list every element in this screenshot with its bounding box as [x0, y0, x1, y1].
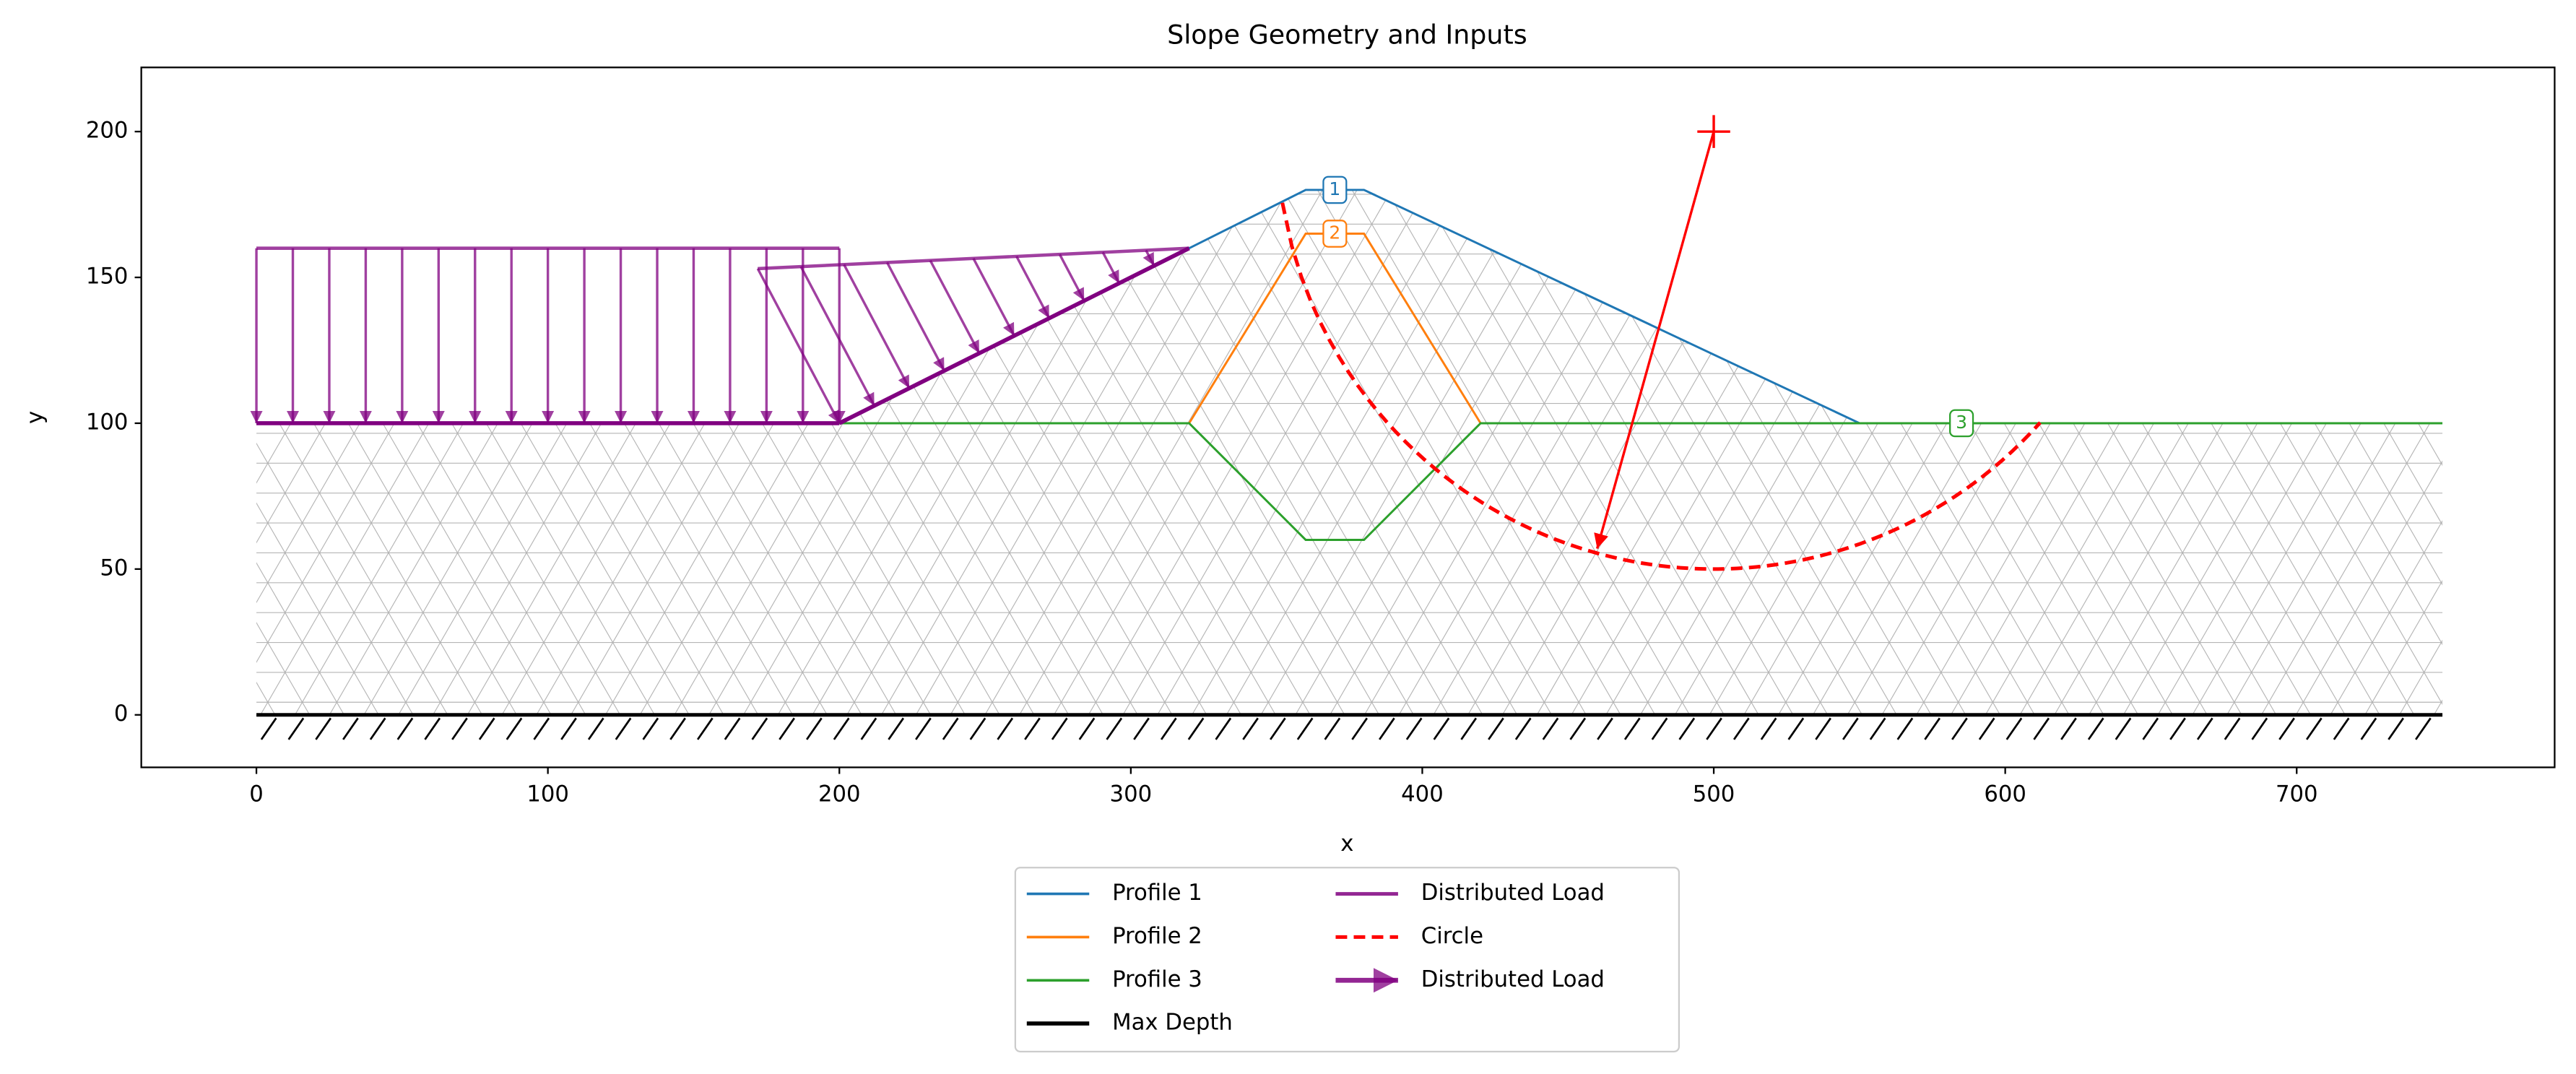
mesh-lines: [256, 189, 2443, 715]
y-tick-label: 50: [100, 555, 128, 581]
axes-frame: [140, 66, 2556, 768]
depth-hatch: [260, 717, 2432, 740]
series-layer: 1 2 3: [250, 115, 2443, 740]
load-arrow: [885, 261, 946, 372]
profile-label: 3: [1956, 412, 1967, 433]
y-axis-label: y: [22, 411, 48, 424]
plot-area: 0 100 200 300 400 500 600 700 0 50 100 150 200 1 2 3: [86, 115, 2443, 807]
x-tick-label: 500: [1693, 781, 1735, 807]
load-arrow: [799, 266, 876, 407]
mesh: [256, 189, 2443, 715]
y-tick-label: 0: [114, 701, 129, 727]
y-tick-label: 100: [86, 409, 129, 435]
x-tick-label: 700: [2276, 781, 2318, 807]
load-arrow: [972, 258, 1015, 337]
load-arrow: [1015, 256, 1051, 319]
load-arrow: [1142, 249, 1155, 267]
profile-label: 2: [1329, 222, 1340, 243]
slip-circle: [1280, 202, 2042, 571]
profile-label: 1: [1329, 178, 1340, 199]
x-tick-label: 0: [249, 781, 264, 807]
chart-title: Slope Geometry and Inputs: [1167, 20, 1527, 51]
legend-label: Profile 1: [1112, 880, 1202, 906]
x-tick-label: 400: [1401, 781, 1444, 807]
x-tick-label: 300: [1110, 781, 1153, 807]
profile-label-box: [1322, 220, 1348, 248]
legend-label: Max Depth: [1112, 1010, 1233, 1036]
y-tick-label: 150: [86, 264, 129, 290]
x-tick-label: 100: [526, 781, 569, 807]
load-arrow: [929, 259, 981, 354]
legend-label: Distributed Load: [1421, 966, 1605, 992]
y-tick-label: 200: [86, 118, 129, 144]
profile-line: [256, 422, 2443, 541]
legend-label: Circle: [1421, 923, 1483, 949]
circle-center: [1697, 115, 1730, 148]
legend-label: Profile 3: [1112, 966, 1202, 992]
profile-label-box: [1949, 409, 1974, 438]
x-axis-label: x: [1340, 831, 1353, 857]
legend: [1014, 867, 1681, 1053]
x-tick-label: 200: [818, 781, 861, 807]
profile-label-box: [1322, 176, 1348, 204]
load-arrow: [843, 264, 911, 389]
load-arrow: [1101, 251, 1121, 284]
load-arrow: [1058, 254, 1085, 302]
force-arrow: [1594, 131, 1715, 550]
legend-entries: Profile 1 Profile 2 Profile 3 Max Depth Dist…: [1026, 880, 1605, 1036]
legend-label: Distributed Load: [1421, 880, 1605, 906]
legend-label: Profile 2: [1112, 923, 1202, 949]
x-tick-label: 600: [1984, 781, 2026, 807]
load-arrow: [756, 268, 841, 424]
